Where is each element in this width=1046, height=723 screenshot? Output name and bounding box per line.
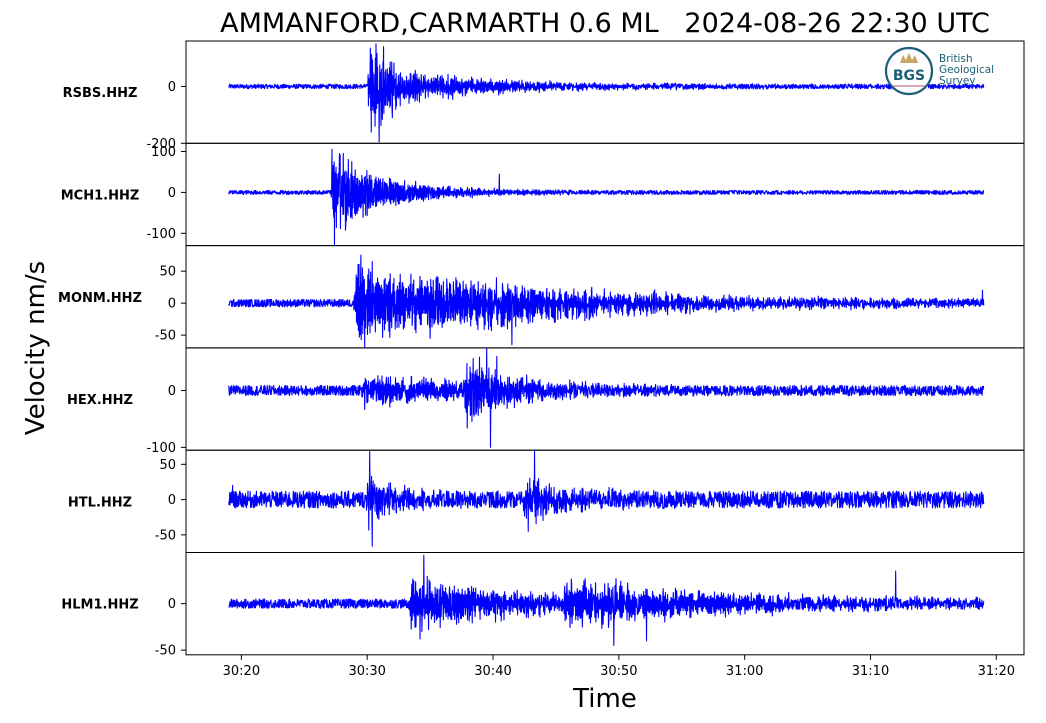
y-tick-label: 0 xyxy=(168,597,176,612)
waveform-trace xyxy=(228,554,985,647)
y-tick-label: 0 xyxy=(168,186,176,201)
trace-panel: HEX.HHZ 0 -100 xyxy=(67,347,1025,456)
x-tick-label: 31:20 xyxy=(978,664,1015,679)
logo-name-line: Geological xyxy=(939,64,994,76)
y-tick-label: -200 xyxy=(146,137,176,152)
logo-name-line: Survey xyxy=(939,75,976,87)
y-tick-label: 0 xyxy=(168,297,176,312)
y-tick-label: -100 xyxy=(146,441,176,456)
waveform-trace xyxy=(228,43,985,143)
logo-name-line: British xyxy=(939,53,973,65)
station-label: MONM.HHZ xyxy=(58,291,142,306)
y-tick-label: 50 xyxy=(159,265,176,280)
logo-initials: BGS xyxy=(893,68,925,84)
chart-title: AMMANFORD,CARMARTH 0.6 ML 2024-08-26 22:… xyxy=(220,8,990,39)
waveform-trace xyxy=(228,347,985,448)
waveform-trace xyxy=(228,148,985,247)
station-label: MCH1.HHZ xyxy=(61,188,140,203)
trace-panel: HTL.HHZ 50 0 -50 xyxy=(68,449,1025,554)
station-label: RSBS.HHZ xyxy=(63,86,138,101)
waveform-trace xyxy=(228,254,985,349)
crown-icon xyxy=(900,53,918,63)
y-tick-label: 50 xyxy=(159,458,176,473)
y-tick-label: -50 xyxy=(155,644,176,659)
x-tick-label: 30:50 xyxy=(600,664,637,679)
waveform-trace xyxy=(228,449,985,547)
trace-panel: RSBS.HHZ 0 -200 xyxy=(63,40,1025,152)
x-tick-label: 30:30 xyxy=(348,664,385,679)
trace-panel: HLM1.HHZ 0 -50 xyxy=(61,552,1025,659)
trace-panel: MONM.HHZ 50 0 -50 xyxy=(58,245,1025,349)
station-label: HEX.HHZ xyxy=(67,393,133,408)
time-axis: 30:20 30:30 30:40 30:50 31:00 31:10 31:20 xyxy=(223,654,1015,679)
panel-frame xyxy=(185,142,1025,247)
trace-panel: MCH1.HHZ 100 0 -100 xyxy=(61,142,1025,247)
x-tick-label: 30:40 xyxy=(474,664,511,679)
y-tick-label: 100 xyxy=(151,145,176,160)
station-label: HTL.HHZ xyxy=(68,495,132,510)
y-tick-label: 0 xyxy=(168,493,176,508)
x-tick-label: 30:20 xyxy=(223,664,260,679)
trace-panels: RSBS.HHZ 0 -200 MCH1.HHZ 100 0 -100 MONM.HHZ 50 0… xyxy=(58,40,1025,659)
y-tick-label: -50 xyxy=(155,329,176,344)
y-tick-label: -100 xyxy=(146,227,176,242)
logo-ring xyxy=(884,46,934,96)
y-axis-label: Velocity nm/s xyxy=(21,261,51,435)
x-tick-label: 31:00 xyxy=(726,664,763,679)
station-label: HLM1.HHZ xyxy=(61,598,138,613)
y-tick-label: 0 xyxy=(168,80,176,95)
y-tick-label: 0 xyxy=(168,384,176,399)
y-tick-label: -50 xyxy=(155,528,176,543)
panel-frame xyxy=(185,347,1025,451)
x-axis-label: Time xyxy=(572,684,637,714)
x-tick-label: 31:10 xyxy=(852,664,889,679)
